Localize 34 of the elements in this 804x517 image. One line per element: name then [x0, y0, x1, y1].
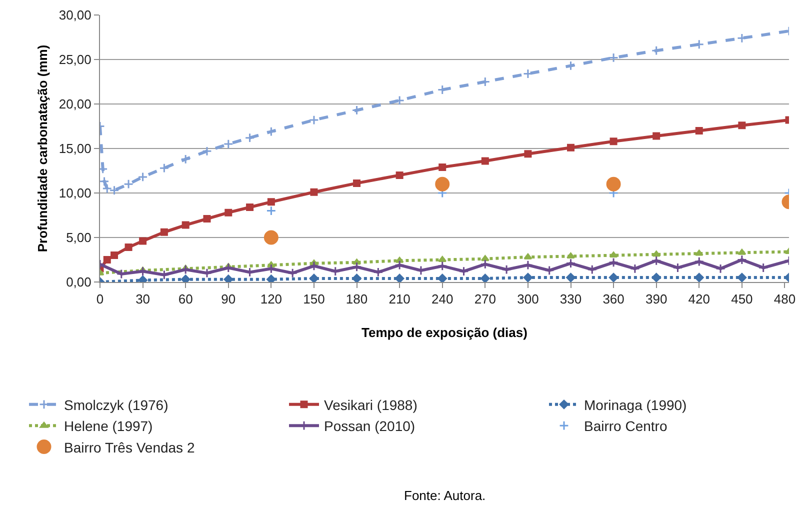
- x-tick-label: 0: [96, 292, 104, 307]
- y-tick-label: 5,00: [66, 230, 92, 246]
- source-note: Fonte: Autora.: [404, 488, 486, 503]
- x-tick-label: 210: [388, 292, 410, 307]
- x-tick-label: 450: [731, 292, 753, 307]
- legend-label: Possan (2010): [324, 418, 416, 434]
- y-tick-label: 15,00: [58, 141, 92, 156]
- x-tick-label: 60: [178, 292, 193, 307]
- legend-label: Helene (1997): [64, 418, 153, 434]
- x-tick-label: 360: [602, 292, 624, 307]
- x-tick-label: 300: [517, 292, 539, 307]
- legend-label: Morinaga (1990): [584, 396, 687, 413]
- y-tick-label: 10,00: [58, 186, 92, 201]
- x-tick-label: 150: [303, 292, 325, 307]
- y-tick-label: 30,00: [58, 8, 92, 23]
- legend-label: Bairro Três Vendas 2: [64, 439, 195, 456]
- x-tick-label: 240: [432, 292, 454, 307]
- x-tick-label: 270: [474, 292, 496, 307]
- x-tick-label: 330: [560, 292, 582, 307]
- x-tick-label: 120: [260, 292, 282, 307]
- legend-label: Bairro Centro: [584, 418, 668, 434]
- x-tick-label: 480: [774, 292, 796, 307]
- legend-label: Vesikari (1988): [324, 396, 418, 413]
- y-tick-label: 0,00: [66, 274, 92, 290]
- x-tick-label: 420: [688, 292, 710, 307]
- x-tick-label: 390: [645, 292, 668, 307]
- legend-label: Smolczyk (1976): [64, 396, 168, 413]
- x-tick-label: 180: [346, 292, 368, 307]
- x-tick-label: 90: [221, 292, 236, 307]
- y-tick-label: 20,00: [58, 96, 92, 112]
- x-tick-label: 30: [136, 292, 150, 307]
- y-tick-label: 25,00: [58, 52, 92, 68]
- y-axis-title: Profundidade carbonatação (mm): [34, 44, 50, 252]
- x-axis-title: Tempo de exposição (dias): [362, 325, 528, 340]
